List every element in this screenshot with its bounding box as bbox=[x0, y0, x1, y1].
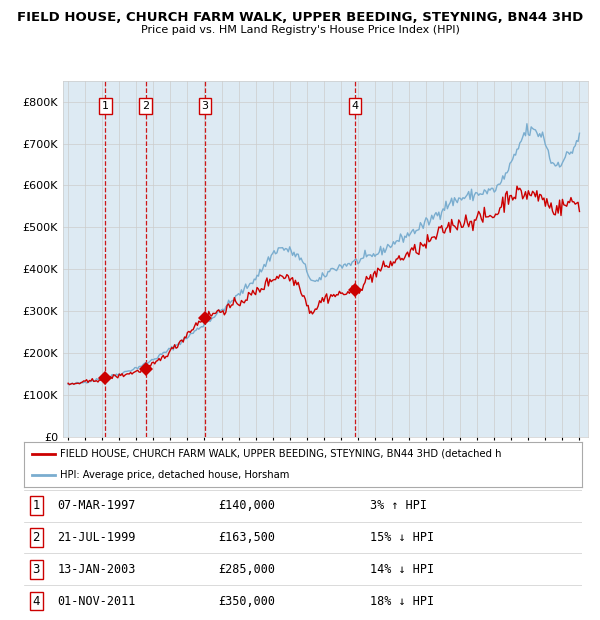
Text: £140,000: £140,000 bbox=[219, 499, 276, 512]
Text: £350,000: £350,000 bbox=[219, 595, 276, 608]
Text: £163,500: £163,500 bbox=[219, 531, 276, 544]
Text: 14% ↓ HPI: 14% ↓ HPI bbox=[370, 563, 434, 576]
Text: 2: 2 bbox=[142, 101, 149, 111]
Text: 18% ↓ HPI: 18% ↓ HPI bbox=[370, 595, 434, 608]
Text: HPI: Average price, detached house, Horsham: HPI: Average price, detached house, Hors… bbox=[60, 470, 290, 480]
Text: 1: 1 bbox=[102, 101, 109, 111]
Text: FIELD HOUSE, CHURCH FARM WALK, UPPER BEEDING, STEYNING, BN44 3HD (detached h: FIELD HOUSE, CHURCH FARM WALK, UPPER BEE… bbox=[60, 449, 502, 459]
Text: 01-NOV-2011: 01-NOV-2011 bbox=[58, 595, 136, 608]
Text: 13-JAN-2003: 13-JAN-2003 bbox=[58, 563, 136, 576]
Text: 07-MAR-1997: 07-MAR-1997 bbox=[58, 499, 136, 512]
Text: 3: 3 bbox=[32, 563, 40, 576]
Text: Price paid vs. HM Land Registry's House Price Index (HPI): Price paid vs. HM Land Registry's House … bbox=[140, 25, 460, 35]
Text: 15% ↓ HPI: 15% ↓ HPI bbox=[370, 531, 434, 544]
Text: 2: 2 bbox=[32, 531, 40, 544]
Text: 1: 1 bbox=[32, 499, 40, 512]
Text: FIELD HOUSE, CHURCH FARM WALK, UPPER BEEDING, STEYNING, BN44 3HD: FIELD HOUSE, CHURCH FARM WALK, UPPER BEE… bbox=[17, 11, 583, 24]
Text: £285,000: £285,000 bbox=[219, 563, 276, 576]
Text: 3% ↑ HPI: 3% ↑ HPI bbox=[370, 499, 427, 512]
Text: 3: 3 bbox=[202, 101, 209, 111]
Text: 4: 4 bbox=[32, 595, 40, 608]
Text: 4: 4 bbox=[352, 101, 359, 111]
Text: 21-JUL-1999: 21-JUL-1999 bbox=[58, 531, 136, 544]
